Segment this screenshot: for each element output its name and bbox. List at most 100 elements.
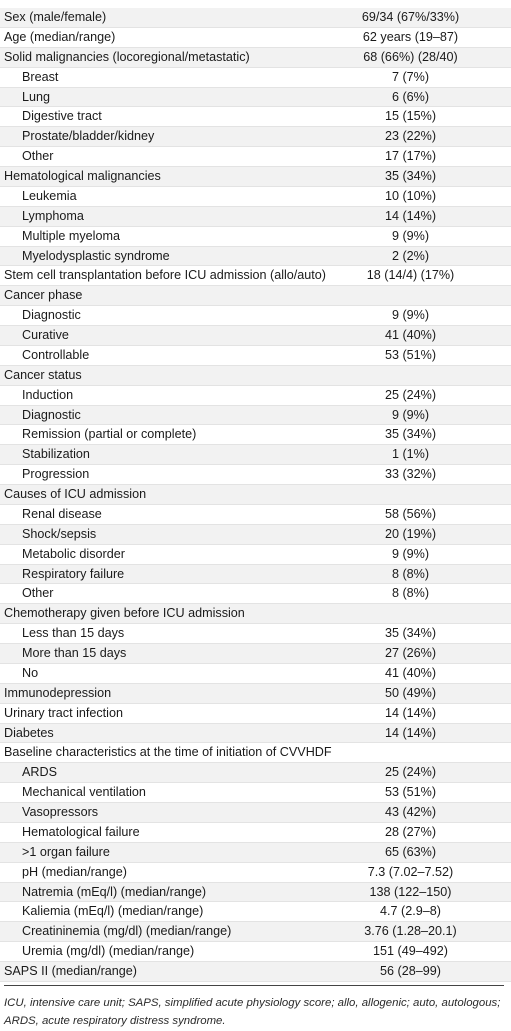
table-row: Controllable 53 (51%) (0, 345, 511, 366)
table-row: Diagnostic 9 (9%) (0, 306, 511, 326)
table-row: pH (median/range) 7.3 (7.02–7.52) (0, 862, 511, 883)
row-label: Myelodysplastic syndrome (22, 248, 170, 263)
row-label: Baseline characteristics at the time of … (4, 745, 332, 760)
row-value: 58 (56%) (384, 506, 437, 521)
table-row: Creatininemia (mg/dl) (median/range) 3.76… (0, 922, 511, 943)
table-row: Multiple myeloma 9 (9%) (0, 226, 511, 247)
row-label: No (22, 665, 39, 680)
row-value: 6 (6%) (391, 89, 430, 104)
table-row: Progression 33 (32%) (0, 465, 511, 485)
table-row: Hematological malignancies 35 (34%) (0, 167, 511, 187)
row-value: 9 (9%) (391, 407, 430, 422)
table-row: >1 organ failure 65 (63%) (0, 842, 511, 863)
row-label: Natremia (mEq/l) (median/range) (22, 884, 207, 899)
row-label: Diagnostic (22, 407, 81, 422)
row-value: 53 (51%) (384, 785, 437, 800)
row-label: Leukemia (22, 188, 77, 203)
table-row: Shock/sepsis 20 (19%) (0, 524, 511, 545)
row-label: Urinary tract infection (4, 705, 123, 720)
row-label: Digestive tract (22, 109, 102, 124)
row-value: 69/34 (67%/33%) (361, 10, 460, 24)
row-value: 41 (40%) (384, 665, 437, 680)
table-row: Age (median/range) 62 years (19–87) (0, 27, 511, 48)
row-label: Lymphoma (22, 208, 84, 223)
table-row: Stem cell transplantation before ICU adm… (0, 266, 511, 287)
row-value: 17 (17%) (384, 149, 437, 164)
row-label: Metabolic disorder (22, 546, 125, 561)
row-label: Prostate/bladder/kidney (22, 129, 155, 144)
row-value: 14 (14%) (384, 208, 437, 223)
table-row: Hematological failure 28 (27%) (0, 822, 511, 843)
row-label: Creatininemia (mg/dl) (median/range) (22, 924, 232, 939)
row-value: 8 (8%) (391, 586, 430, 601)
row-value: 8 (8%) (391, 566, 430, 581)
row-value: 4.7 (2.9–8) (380, 904, 441, 919)
row-label: Vasopressors (22, 805, 99, 819)
row-label: Renal disease (22, 506, 102, 521)
row-label: Respiratory failure (22, 566, 125, 581)
row-label: Less than 15 days (22, 626, 125, 641)
row-label: Controllable (22, 347, 90, 362)
table-row: Causes of ICU admission (0, 485, 511, 505)
table-row: Myelodysplastic syndrome 2 (2%) (0, 246, 511, 267)
row-value: 14 (14%) (384, 725, 437, 740)
table-row: Other 17 (17%) (0, 147, 511, 167)
row-label: Uremia (mg/dl) (median/range) (22, 944, 195, 959)
row-value: 10 (10%) (384, 188, 437, 203)
row-label: Progression (22, 467, 90, 482)
row-value: 43 (42%) (384, 805, 437, 819)
table-footnote: ICU, intensive care unit; SAPS, simplifi… (4, 985, 504, 1030)
table-row: Mechanical ventilation 53 (51%) (0, 783, 511, 803)
table-row: Sex (male/female) 69/34 (67%/33%) (0, 8, 511, 28)
row-value: 50 (49%) (384, 685, 437, 700)
row-label: Stem cell transplantation before ICU adm… (4, 268, 326, 283)
row-value: 23 (22%) (384, 129, 437, 144)
table-row: Lymphoma 14 (14%) (0, 206, 511, 227)
table-row: Stabilization 1 (1%) (0, 445, 511, 466)
table-row: Chemotherapy given before ICU admission (0, 604, 511, 625)
row-value: 25 (24%) (384, 765, 437, 780)
row-value: 2 (2%) (391, 248, 430, 263)
row-value: 18 (14/4) (17%) (366, 268, 455, 283)
table-row: Baseline characteristics at the time of … (0, 743, 511, 764)
row-label: Hematological malignancies (4, 169, 161, 183)
row-value: 138 (122–150) (369, 884, 452, 899)
table-row: Leukemia 10 (10%) (0, 186, 511, 207)
row-value: 15 (15%) (384, 109, 437, 124)
row-value: 56 (28–99) (380, 964, 441, 978)
table-row: SAPS II (median/range) 56 (28–99) (0, 962, 511, 982)
row-value: 41 (40%) (384, 328, 437, 342)
row-label: pH (median/range) (22, 864, 127, 879)
table-row: Prostate/bladder/kidney 23 (22%) (0, 127, 511, 148)
row-value: 62 years (19–87) (362, 29, 459, 44)
row-value: 68 (66%) (28/40) (363, 49, 458, 64)
row-label: Diagnostic (22, 308, 81, 323)
row-value: 53 (51%) (384, 347, 437, 362)
table-row: Natremia (mEq/l) (median/range) 138 (122–… (0, 882, 511, 903)
row-label: Breast (22, 69, 59, 84)
row-value: 9 (9%) (391, 308, 430, 323)
table-row: Urinary tract infection 14 (14%) (0, 703, 511, 724)
row-label: Other (22, 586, 54, 601)
row-value: 3.76 (1.28–20.1) (364, 924, 457, 939)
table-row: No 41 (40%) (0, 663, 511, 684)
row-label: Immunodepression (4, 685, 112, 700)
table-row: Diagnostic 9 (9%) (0, 405, 511, 426)
row-value: 9 (9%) (391, 546, 430, 561)
table-row: Kaliemia (mEq/l) (median/range) 4.7 (2.9–… (0, 902, 511, 923)
table-row: Curative 41 (40%) (0, 326, 511, 346)
row-label: Shock/sepsis (22, 526, 97, 541)
row-label: Induction (22, 387, 74, 402)
row-label: Curative (22, 328, 69, 342)
table-row: Respiratory failure 8 (8%) (0, 564, 511, 585)
table-row: More than 15 days 27 (26%) (0, 644, 511, 664)
row-label: Cancer phase (4, 288, 83, 303)
table-row: Uremia (mg/dl) (median/range) 151 (49–492… (0, 942, 511, 962)
row-label: Cancer status (4, 367, 82, 382)
table-row: Induction 25 (24%) (0, 385, 511, 406)
row-label: Solid malignancies (locoregional/metasta… (4, 49, 250, 64)
table-row: Less than 15 days 35 (34%) (0, 624, 511, 644)
table-row: Breast 7 (7%) (0, 67, 511, 88)
table-row: ARDS 25 (24%) (0, 763, 511, 784)
